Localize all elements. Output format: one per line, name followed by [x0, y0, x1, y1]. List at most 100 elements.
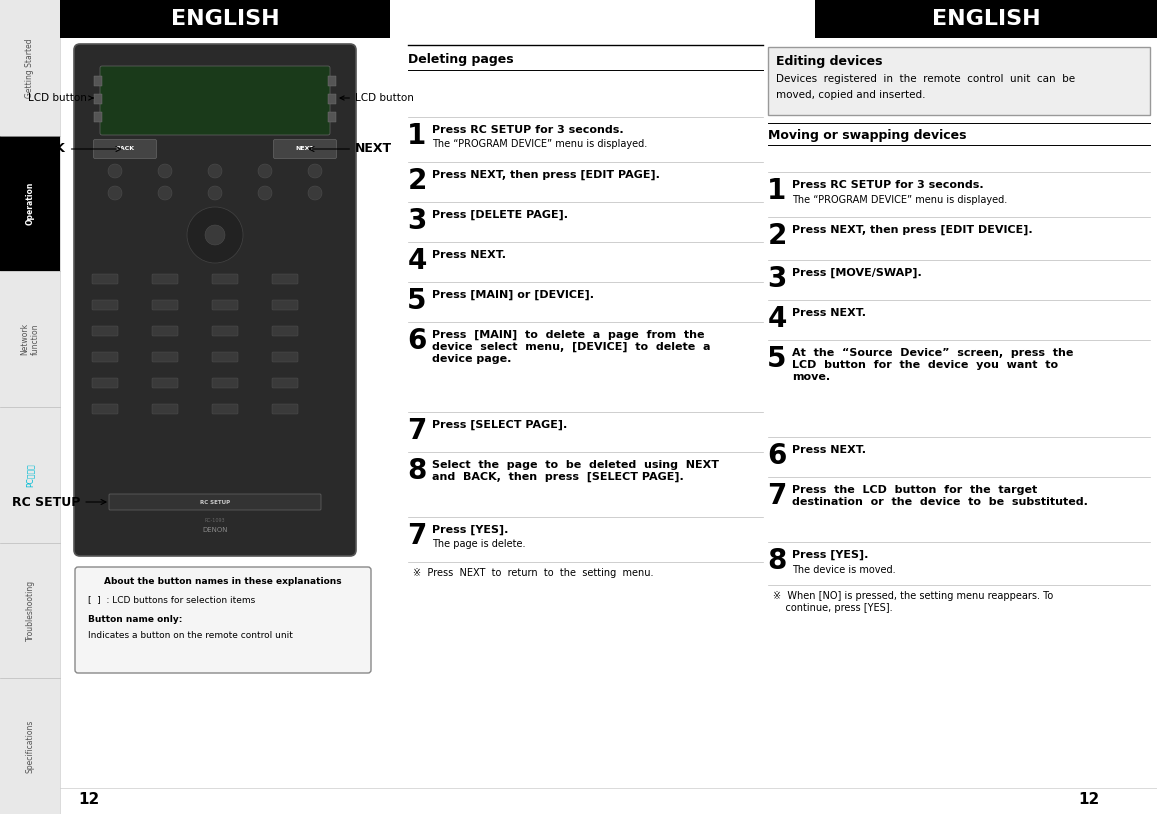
- Circle shape: [108, 164, 121, 178]
- Text: 7: 7: [767, 482, 787, 510]
- Text: 2: 2: [767, 222, 787, 250]
- Text: Press NEXT.: Press NEXT.: [432, 250, 506, 260]
- Text: 5: 5: [767, 345, 787, 373]
- Text: BACK: BACK: [116, 147, 134, 151]
- Text: Select  the  page  to  be  deleted  using  NEXT: Select the page to be deleted using NEXT: [432, 460, 718, 470]
- FancyBboxPatch shape: [93, 378, 118, 388]
- Bar: [0, 136, 60, 271]
- FancyBboxPatch shape: [212, 274, 238, 284]
- Bar: [815, 0, 1157, 38]
- Text: move.: move.: [793, 372, 830, 382]
- Text: 2: 2: [407, 167, 427, 195]
- Text: Press NEXT.: Press NEXT.: [793, 445, 865, 455]
- Bar: [768, 47, 1150, 115]
- Text: PCアプリ: PCアプリ: [25, 463, 35, 487]
- FancyBboxPatch shape: [212, 300, 238, 310]
- Text: Deleting pages: Deleting pages: [408, 54, 514, 67]
- Text: LCD  button  for  the  device  you  want  to: LCD button for the device you want to: [793, 360, 1059, 370]
- Circle shape: [159, 164, 172, 178]
- Text: Press [DELETE PAGE].: Press [DELETE PAGE].: [432, 210, 568, 220]
- FancyBboxPatch shape: [109, 494, 320, 510]
- Text: Specifications: Specifications: [25, 720, 35, 772]
- FancyBboxPatch shape: [93, 404, 118, 414]
- Circle shape: [159, 186, 172, 200]
- Text: Press NEXT.: Press NEXT.: [793, 308, 865, 318]
- FancyBboxPatch shape: [152, 274, 178, 284]
- FancyBboxPatch shape: [212, 404, 238, 414]
- Text: NEXT: NEXT: [296, 147, 315, 151]
- Text: Press NEXT, then press [EDIT PAGE].: Press NEXT, then press [EDIT PAGE].: [432, 170, 659, 180]
- FancyBboxPatch shape: [100, 66, 330, 135]
- Circle shape: [208, 186, 222, 200]
- Text: NEXT: NEXT: [309, 142, 392, 155]
- Text: BACK: BACK: [28, 142, 121, 155]
- Text: Button name only:: Button name only:: [88, 615, 183, 624]
- Text: 5: 5: [407, 287, 427, 315]
- Bar: [0, 0, 60, 814]
- Text: Press [MAIN] or [DEVICE].: Press [MAIN] or [DEVICE].: [432, 290, 594, 300]
- FancyBboxPatch shape: [152, 404, 178, 414]
- Text: Moving or swapping devices: Moving or swapping devices: [768, 129, 966, 142]
- Text: 4: 4: [767, 305, 787, 333]
- Text: ※  When [NO] is pressed, the setting menu reappears. To: ※ When [NO] is pressed, the setting menu…: [773, 591, 1053, 601]
- FancyBboxPatch shape: [93, 274, 118, 284]
- FancyBboxPatch shape: [272, 378, 299, 388]
- FancyBboxPatch shape: [93, 352, 118, 362]
- Circle shape: [258, 186, 272, 200]
- Text: Devices  registered  in  the  remote  control  unit  can  be: Devices registered in the remote control…: [776, 74, 1075, 84]
- FancyBboxPatch shape: [272, 404, 299, 414]
- Text: RC SETUP: RC SETUP: [12, 496, 106, 509]
- Text: At  the  “Source  Device”  screen,  press  the: At the “Source Device” screen, press the: [793, 348, 1074, 358]
- Bar: [94, 76, 102, 86]
- Text: continue, press [YES].: continue, press [YES].: [773, 603, 892, 613]
- Circle shape: [308, 186, 322, 200]
- FancyBboxPatch shape: [152, 300, 178, 310]
- FancyBboxPatch shape: [93, 300, 118, 310]
- FancyBboxPatch shape: [273, 139, 337, 159]
- Bar: [94, 94, 102, 104]
- Circle shape: [205, 225, 224, 245]
- Text: About the button names in these explanations: About the button names in these explanat…: [104, 577, 341, 587]
- FancyBboxPatch shape: [272, 274, 299, 284]
- FancyBboxPatch shape: [152, 378, 178, 388]
- Text: 6: 6: [407, 327, 427, 355]
- Text: 1: 1: [767, 177, 787, 205]
- Text: Press RC SETUP for 3 seconds.: Press RC SETUP for 3 seconds.: [432, 125, 624, 135]
- FancyBboxPatch shape: [212, 378, 238, 388]
- Circle shape: [208, 164, 222, 178]
- Text: Press [SELECT PAGE].: Press [SELECT PAGE].: [432, 420, 567, 430]
- Text: The “PROGRAM DEVICE” menu is displayed.: The “PROGRAM DEVICE” menu is displayed.: [793, 195, 1008, 205]
- Text: 8: 8: [767, 547, 787, 575]
- Text: Press RC SETUP for 3 seconds.: Press RC SETUP for 3 seconds.: [793, 180, 983, 190]
- Text: The “PROGRAM DEVICE” menu is displayed.: The “PROGRAM DEVICE” menu is displayed.: [432, 139, 647, 149]
- Text: [  ]  : LCD buttons for selection items: [ ] : LCD buttons for selection items: [88, 596, 256, 605]
- Text: and  BACK,  then  press  [SELECT PAGE].: and BACK, then press [SELECT PAGE].: [432, 472, 684, 482]
- Text: Network
function: Network function: [21, 323, 39, 355]
- FancyBboxPatch shape: [272, 352, 299, 362]
- Text: ENGLISH: ENGLISH: [931, 9, 1040, 29]
- Text: 3: 3: [407, 207, 427, 235]
- Bar: [60, 0, 390, 38]
- Text: Press NEXT, then press [EDIT DEVICE].: Press NEXT, then press [EDIT DEVICE].: [793, 225, 1033, 235]
- Text: 4: 4: [407, 247, 427, 275]
- Text: Press [YES].: Press [YES].: [432, 525, 508, 535]
- Circle shape: [308, 164, 322, 178]
- Circle shape: [258, 164, 272, 178]
- Text: Getting Started: Getting Started: [25, 38, 35, 98]
- Text: Editing devices: Editing devices: [776, 55, 883, 68]
- Text: ENGLISH: ENGLISH: [171, 9, 279, 29]
- Text: LCD button: LCD button: [340, 93, 414, 103]
- FancyBboxPatch shape: [212, 352, 238, 362]
- FancyBboxPatch shape: [212, 326, 238, 336]
- Text: The device is moved.: The device is moved.: [793, 565, 896, 575]
- Text: Troubleshooting: Troubleshooting: [25, 580, 35, 641]
- Text: Operation: Operation: [25, 182, 35, 225]
- FancyBboxPatch shape: [75, 567, 371, 673]
- Text: moved, copied and inserted.: moved, copied and inserted.: [776, 90, 926, 100]
- Text: 7: 7: [407, 417, 427, 445]
- Text: DENON: DENON: [202, 527, 228, 533]
- Bar: [327, 94, 336, 104]
- Text: Press  [MAIN]  to  delete  a  page  from  the: Press [MAIN] to delete a page from the: [432, 330, 705, 340]
- Text: 8: 8: [407, 457, 427, 485]
- Text: 3: 3: [767, 265, 787, 293]
